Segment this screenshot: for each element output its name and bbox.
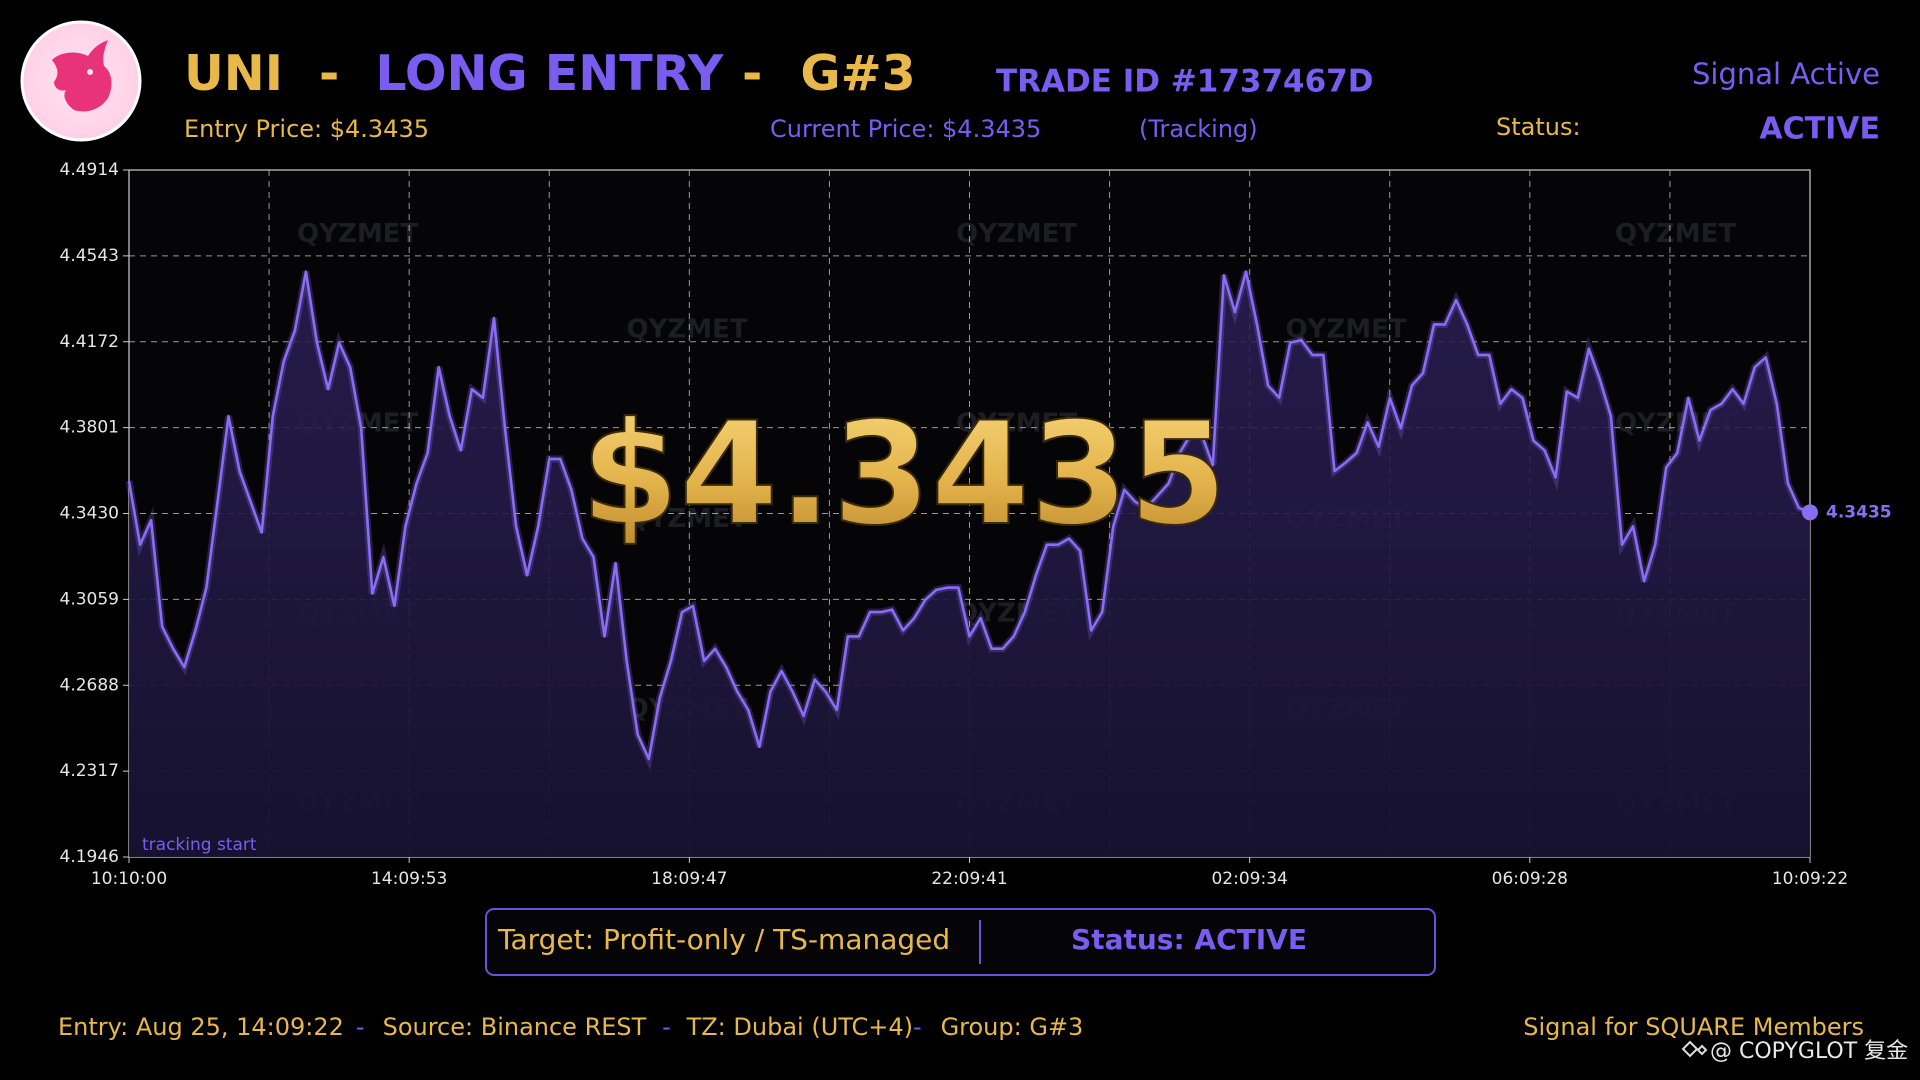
separator: - [319,45,339,102]
watermark: QYZMET [1615,219,1736,249]
y-tick-label: 4.2317 [60,761,119,781]
status-value: ACTIVE [1759,112,1880,147]
watermark: QYZMET [627,504,748,534]
watermark: QYZMET [956,409,1077,439]
signal-state: Signal Active [1692,57,1880,91]
x-tick-label: 10:10:00 [91,869,167,889]
watermark: QYZMET [627,315,748,345]
x-tick-label: 10:09:22 [1772,869,1848,889]
separator: - [662,1013,670,1041]
box-status: Status: ACTIVE [1071,923,1307,956]
watermark: QYZMET [956,219,1077,249]
y-tick-label: 4.1946 [60,847,119,867]
y-tick-label: 4.3430 [60,504,119,524]
logo [20,20,142,142]
group: G#3 [800,45,915,102]
x-tick-label: 06:09:28 [1492,869,1568,889]
area [129,271,1810,858]
tracking: (Tracking) [1139,115,1258,143]
watermark: QYZMET [1285,315,1406,345]
side: LONG ENTRY [375,45,723,102]
watermark: QYZMET [297,219,418,249]
target-box [485,908,1436,976]
x-tick-label: 14:09:53 [371,869,447,889]
series: 4.3435 [125,270,1892,858]
current-price: Current Price: $4.3435 [770,115,1041,143]
x-tick-label: 02:09:34 [1211,869,1287,889]
separator: - [356,1013,365,1041]
separator: - [742,45,762,102]
title: UNI - LONG ENTRY - G#3 [184,45,916,102]
y-tick-label: 4.4172 [60,332,119,352]
annotation: tracking start [142,835,257,855]
y-tick-label: 4.3059 [60,589,119,609]
trade-id: TRADE ID #1737467D [996,64,1373,100]
y-tick-label: 4.3801 [60,418,119,438]
big-price: $4.3435 [581,392,1228,557]
footer-group: Group: G#3 [941,1013,1084,1041]
status-label: Status: [1496,113,1581,141]
footer-tz: TZ: Dubai (UTC+4) [686,1013,913,1041]
line [127,270,1811,761]
target: Target: Profit-only / TS-managed [497,923,950,956]
copyright: @ COPYGLOT 复金 [1710,1039,1908,1064]
footer-info: Entry: Aug 25, 14:09:22- Source: Binance … [58,1013,1083,1041]
y-tick-label: 4.4543 [60,246,119,266]
footer-source: Source: Binance REST [383,1013,647,1041]
x-tick-label: 22:09:41 [931,869,1007,889]
entry-price: Entry Price: $4.3435 [184,115,429,143]
last-value-label: 4.3435 [1826,502,1892,522]
footer-entry: Entry: Aug 25, 14:09:22 [58,1013,344,1041]
axes: 4.1946 4.2317 4.2688 4.3059 4.3430 4.3801 4.41… [60,160,1849,889]
symbol: UNI [184,45,283,102]
copyright-icon [1681,1040,1708,1058]
y-tick-label: 4.4914 [60,160,119,180]
x-tick-label: 18:09:47 [651,869,727,889]
footer-audience: Signal for SQUARE Members [1523,1013,1864,1041]
last-point [1802,504,1818,521]
y-tick-label: 4.2688 [60,675,119,695]
separator: - [913,1013,923,1041]
